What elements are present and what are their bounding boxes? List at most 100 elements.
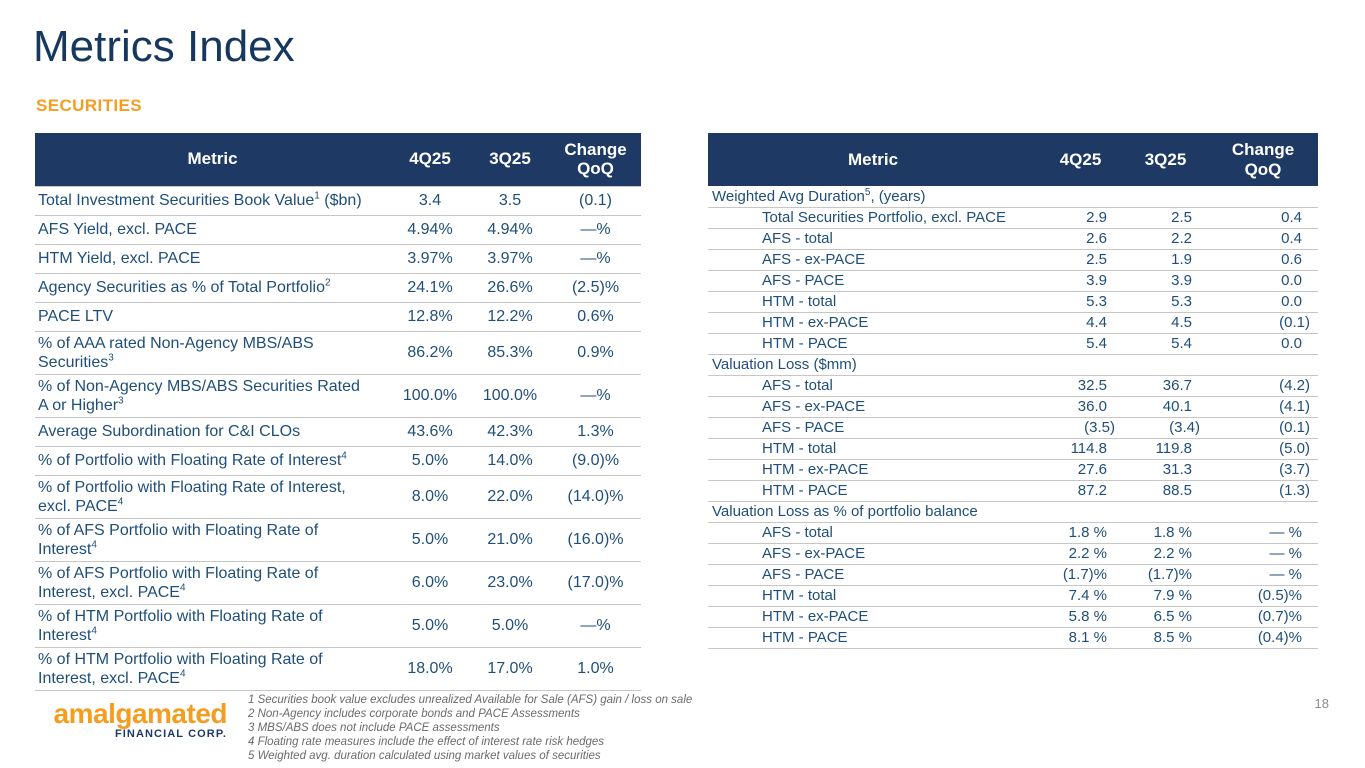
value-cell: 36.0 [1038, 396, 1123, 418]
table-row: % of AFS Portfolio with Floating Rate of… [35, 518, 641, 562]
metric-cell: Total Securities Portfolio, excl. PACE [708, 207, 1038, 229]
table-row: % of AAA rated Non-Agency MBS/ABS Securi… [35, 331, 641, 375]
value-cell: (1.7)% [1038, 564, 1123, 586]
logo-subtext: FINANCIAL CORP. [114, 728, 227, 740]
value-cell: 87.2 [1038, 480, 1123, 502]
company-logo: amalgamated FINANCIAL CORP. [45, 698, 228, 741]
value-cell: (0.5)% [1208, 585, 1318, 607]
table-row: HTM - total 114.8 119.8 (5.0) [708, 438, 1318, 460]
table-row: Total Securities Portfolio, excl. PACE 2.… [708, 207, 1318, 229]
metric-cell: % of Portfolio with Floating Rate of Int… [35, 446, 390, 476]
metric-cell: AFS - total [708, 228, 1038, 250]
value-cell: 2.9 [1038, 207, 1123, 229]
value-cell: (1.3) [1208, 480, 1318, 502]
metric-cell: AFS Yield, excl. PACE [35, 215, 390, 245]
value-cell: 26.6% [470, 273, 550, 303]
metric-cell: AFS - total [708, 375, 1038, 397]
column-header-4q25: 4Q25 [390, 133, 470, 186]
securities-metrics-table: Metric 4Q25 3Q25 Change QoQ Total Invest… [35, 133, 641, 691]
footnote-superscript: 3 [118, 395, 124, 407]
footnote-line: 1 Securities book value excludes unreali… [248, 694, 693, 706]
value-cell: 24.1% [390, 273, 470, 303]
table-header: Metric 4Q25 3Q25 Change QoQ [708, 133, 1318, 186]
value-cell: 2.5 [1038, 249, 1123, 271]
value-cell: 3.97% [390, 244, 470, 274]
footnote-superscript: 4 [117, 496, 124, 508]
value-cell: 2.2 % [1123, 543, 1208, 565]
value-cell: 1.8 % [1123, 522, 1208, 544]
footnotes: 1 Securities book value excludes unreali… [248, 693, 692, 763]
metric-cell: AFS - PACE [708, 417, 1038, 439]
value-cell: 3.9 [1038, 270, 1123, 292]
metric-cell: % of Non-Agency MBS/ABS Securities Rated… [35, 374, 390, 418]
table-row: % of HTM Portfolio with Floating Rate of… [35, 647, 641, 691]
column-header-metric: Metric [35, 133, 390, 186]
value-cell: (4.2) [1208, 375, 1318, 397]
column-header-4q25: 4Q25 [1038, 133, 1123, 186]
footnote-superscript: 4 [179, 668, 186, 680]
section-title: Weighted Avg Duration5, (years) [708, 186, 1318, 208]
footnote-superscript: 4 [91, 625, 97, 637]
table-row: HTM - PACE 87.2 88.5 (1.3) [708, 480, 1318, 502]
metric-cell: HTM - PACE [708, 627, 1038, 649]
value-cell: 4.94% [470, 215, 550, 245]
value-cell: (2.5)% [550, 273, 641, 303]
value-cell: 40.1 [1123, 396, 1208, 418]
metric-cell: HTM - ex-PACE [708, 459, 1038, 481]
footnote-superscript: 1 [314, 190, 320, 202]
value-cell: 7.9 % [1123, 585, 1208, 607]
value-cell: 5.8 % [1038, 606, 1123, 628]
metric-cell: Total Investment Securities Book Value1 … [35, 185, 390, 216]
value-cell: (3.7) [1208, 459, 1318, 481]
value-cell: 86.2% [390, 331, 470, 375]
table-row: AFS - total 2.6 2.2 0.4 [708, 228, 1318, 250]
value-cell: 5.4 [1038, 333, 1123, 355]
value-cell: — % [1208, 564, 1318, 586]
section-label: SECURITIES [36, 96, 143, 115]
table-row: AFS - PACE 3.9 3.9 0.0 [708, 270, 1318, 292]
footnote-line: 3 MBS/ABS does not include PACE assessme… [248, 722, 500, 734]
table-row: Average Subordination for C&I CLOs 43.6% 4… [35, 417, 641, 447]
column-header-metric: Metric [708, 133, 1038, 186]
metric-cell: HTM - ex-PACE [708, 312, 1038, 334]
value-cell: 14.0% [470, 446, 550, 476]
value-cell: 22.0% [470, 475, 550, 519]
section-header-row: Valuation Loss ($mm) [708, 354, 1318, 376]
value-cell: (0.4)% [1208, 627, 1318, 649]
value-cell: 6.5 % [1123, 606, 1208, 628]
metric-cell: HTM - total [708, 291, 1038, 313]
value-cell: 5.0% [470, 604, 550, 648]
value-cell: (14.0)% [550, 475, 641, 519]
value-cell: 100.0% [470, 374, 550, 418]
value-cell: 32.5 [1038, 375, 1123, 397]
table-row: AFS Yield, excl. PACE 4.94% 4.94% —% [35, 215, 641, 245]
value-cell: 2.5 [1123, 207, 1208, 229]
value-cell: 3.4 [390, 185, 470, 216]
value-cell: 12.2% [470, 302, 550, 332]
table-row: AFS - total 32.5 36.7 (4.2) [708, 375, 1318, 397]
value-cell: (0.1) [550, 185, 641, 216]
value-cell: 1.3% [550, 417, 641, 447]
value-cell: 6.0% [390, 561, 470, 605]
metric-cell: AFS - total [708, 522, 1038, 544]
column-header-change-qoq: Change QoQ [1208, 133, 1318, 186]
value-cell: 8.0% [390, 475, 470, 519]
table-row: HTM - ex-PACE 4.4 4.5 (0.1) [708, 312, 1318, 334]
value-cell: (0.1) [1208, 417, 1318, 439]
value-cell: — % [1208, 522, 1318, 544]
metric-cell: AFS - PACE [708, 564, 1038, 586]
table-row: HTM - total 7.4 % 7.9 % (0.5)% [708, 585, 1318, 607]
value-cell: 4.94% [390, 215, 470, 245]
table-row: AFS - PACE (3.5) (3.4) (0.1) [708, 417, 1318, 439]
value-cell: 5.4 [1123, 333, 1208, 355]
value-cell: 3.97% [470, 244, 550, 274]
footnote-superscript: 2 [324, 277, 331, 289]
value-cell: (17.0)% [550, 561, 641, 605]
metric-cell: % of Portfolio with Floating Rate of Int… [35, 475, 390, 519]
logo-wordmark: amalgamated [53, 698, 228, 729]
footnote-superscript: 4 [179, 582, 186, 594]
value-cell: 23.0% [470, 561, 550, 605]
value-cell: (0.7)% [1208, 606, 1318, 628]
value-cell: 0.0 [1208, 333, 1318, 355]
value-cell: 12.8% [390, 302, 470, 332]
